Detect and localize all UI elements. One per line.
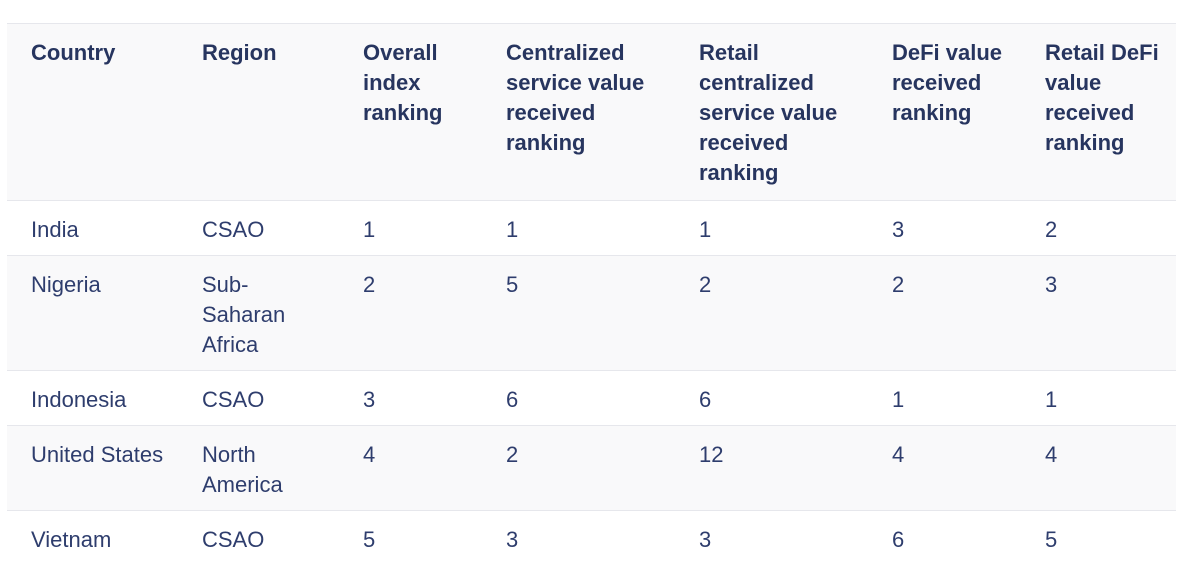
cell-centralized-ranking: 6	[482, 370, 675, 426]
cell-region: CSAO	[178, 370, 339, 426]
cell-retail-defi-ranking: 5	[1021, 510, 1176, 565]
cell-overall-ranking: 4	[339, 425, 482, 511]
cell-retail-defi-ranking: 3	[1021, 255, 1176, 371]
header-retail-defi-ranking: Retail DeFi value received ranking	[1021, 23, 1176, 201]
cell-country: India	[7, 200, 178, 256]
table-row: Nigeria Sub-Saharan Africa 2 5 2 2 3	[7, 255, 1176, 371]
cell-defi-ranking: 1	[868, 370, 1021, 426]
cell-centralized-ranking: 3	[482, 510, 675, 565]
header-retail-centralized-service-ranking: Retail centralized service value receive…	[675, 23, 868, 201]
header-country: Country	[7, 23, 178, 201]
cell-retail-centralized-ranking: 12	[675, 425, 868, 511]
header-row: Country Region Overall index ranking Cen…	[7, 23, 1176, 201]
cell-retail-centralized-ranking: 2	[675, 255, 868, 371]
cell-retail-centralized-ranking: 1	[675, 200, 868, 256]
cell-region: CSAO	[178, 200, 339, 256]
table-row: Indonesia CSAO 3 6 6 1 1	[7, 370, 1176, 426]
cell-region: Sub-Saharan Africa	[178, 255, 339, 371]
table-row: India CSAO 1 1 1 3 2	[7, 200, 1176, 256]
cell-defi-ranking: 4	[868, 425, 1021, 511]
cell-country: Vietnam	[7, 510, 178, 565]
crypto-adoption-ranking-table: Country Region Overall index ranking Cen…	[7, 23, 1176, 565]
cell-country: Nigeria	[7, 255, 178, 371]
cell-retail-defi-ranking: 4	[1021, 425, 1176, 511]
cell-defi-ranking: 2	[868, 255, 1021, 371]
header-region: Region	[178, 23, 339, 201]
cell-retail-defi-ranking: 2	[1021, 200, 1176, 256]
cell-overall-ranking: 1	[339, 200, 482, 256]
cell-defi-ranking: 3	[868, 200, 1021, 256]
cell-centralized-ranking: 2	[482, 425, 675, 511]
cell-region: North America	[178, 425, 339, 511]
cell-overall-ranking: 3	[339, 370, 482, 426]
table-body: India CSAO 1 1 1 3 2 Nigeria Sub-Saharan…	[7, 200, 1176, 565]
table-row: Vietnam CSAO 5 3 3 6 5	[7, 510, 1176, 565]
cell-overall-ranking: 2	[339, 255, 482, 371]
table-row: United States North America 4 2 12 4 4	[7, 425, 1176, 511]
cell-country: Indonesia	[7, 370, 178, 426]
cell-retail-centralized-ranking: 3	[675, 510, 868, 565]
cell-centralized-ranking: 1	[482, 200, 675, 256]
cell-retail-centralized-ranking: 6	[675, 370, 868, 426]
cell-overall-ranking: 5	[339, 510, 482, 565]
header-centralized-service-ranking: Centralized service value received ranki…	[482, 23, 675, 201]
header-overall-index-ranking: Overall index ranking	[339, 23, 482, 201]
cell-centralized-ranking: 5	[482, 255, 675, 371]
cell-country: United States	[7, 425, 178, 511]
table-header: Country Region Overall index ranking Cen…	[7, 23, 1176, 201]
cell-region: CSAO	[178, 510, 339, 565]
header-defi-ranking: DeFi value received ranking	[868, 23, 1021, 201]
cell-defi-ranking: 6	[868, 510, 1021, 565]
cell-retail-defi-ranking: 1	[1021, 370, 1176, 426]
ranking-table-container: Country Region Overall index ranking Cen…	[7, 23, 1176, 565]
